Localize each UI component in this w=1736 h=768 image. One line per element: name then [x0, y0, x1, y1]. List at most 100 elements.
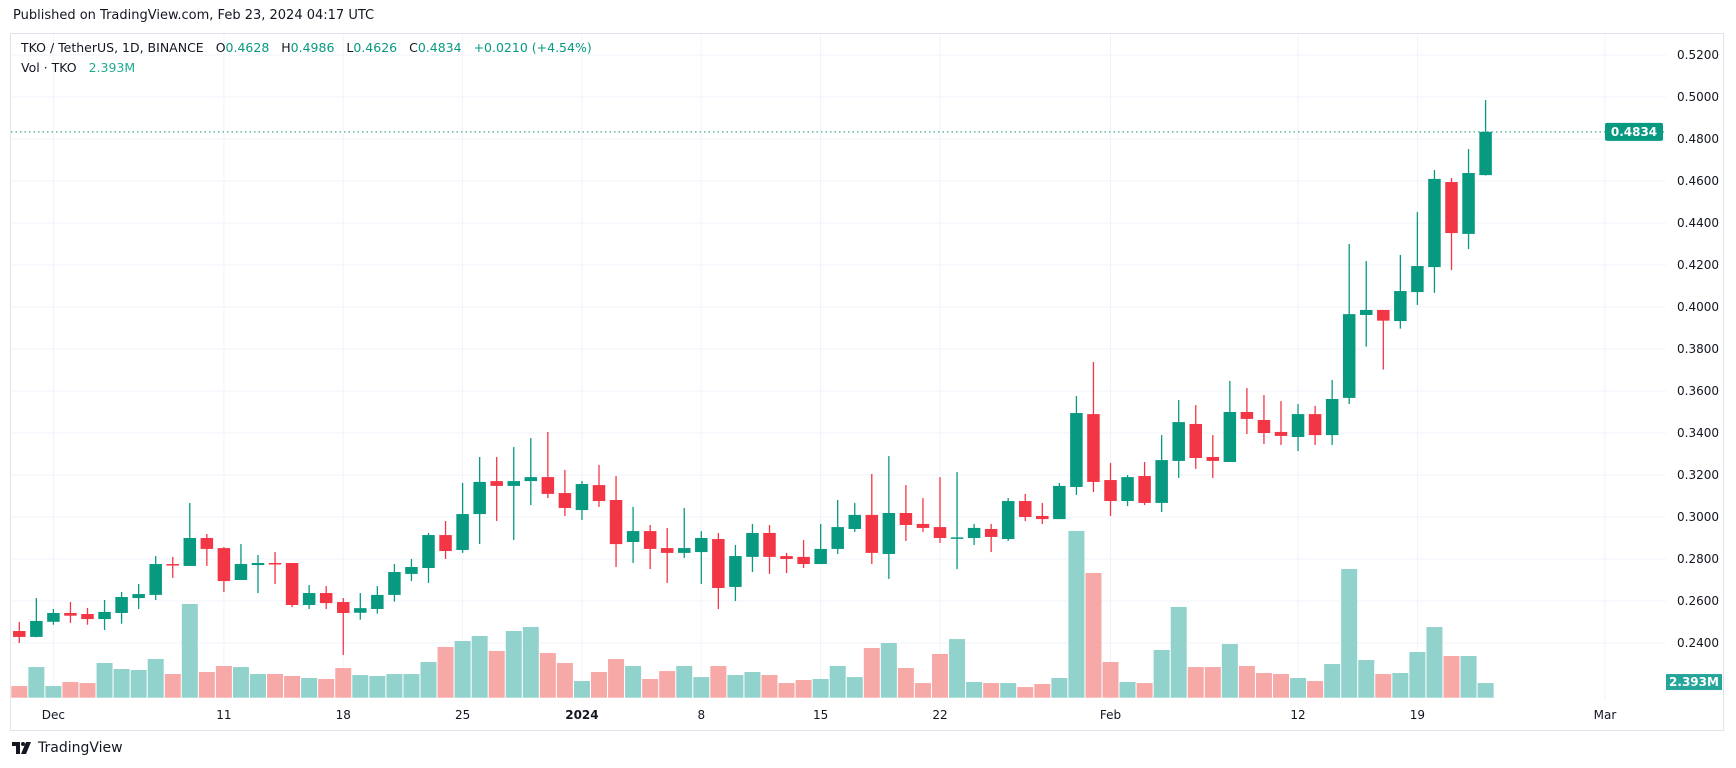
candle-body [473, 481, 486, 515]
volume-bar [761, 675, 778, 698]
price-axis-label: 0.3400 [1677, 426, 1719, 440]
volume-bar [420, 662, 437, 698]
time-axis-label: 19 [1410, 708, 1425, 722]
close-label: C [409, 40, 418, 55]
candle-body [490, 481, 503, 486]
volume-bar [250, 674, 266, 698]
volume-bar [164, 674, 181, 698]
time-axis-label: Feb [1100, 708, 1121, 722]
candle-body [1257, 419, 1271, 433]
candle-body [1104, 480, 1117, 502]
volume-bar [744, 672, 761, 698]
last-price-badge [1605, 122, 1663, 141]
candle-body [780, 556, 793, 559]
volume-bar [1443, 656, 1460, 698]
volume-bar [318, 679, 335, 698]
volume-bar [659, 671, 676, 698]
volume-bar [591, 672, 607, 698]
candle-body [814, 548, 827, 565]
candle-body [337, 602, 350, 613]
published-caption: Published on TradingView.com, Feb 23, 20… [13, 8, 375, 23]
volume-bar [369, 675, 386, 698]
price-axis-label: 0.4400 [1677, 216, 1719, 230]
volume-bar [1221, 644, 1238, 698]
candle-body [507, 481, 520, 486]
candle-body [388, 572, 401, 595]
candle-body [899, 513, 913, 525]
candle-body [763, 532, 776, 557]
time-axis-label: 12 [1290, 708, 1305, 722]
candle-body [285, 562, 299, 605]
candle-body [1138, 476, 1151, 503]
price-axis-label: 0.3600 [1677, 384, 1719, 398]
candle-body [1189, 423, 1202, 458]
candle-body [1462, 173, 1475, 234]
candle-body [30, 620, 43, 637]
candle-body [217, 548, 231, 582]
volume-bar [1307, 681, 1324, 698]
volume-bar [966, 682, 983, 698]
volume-bar [608, 659, 625, 698]
volume-bar [949, 639, 966, 698]
candle-body [609, 499, 623, 545]
symbol-label[interactable]: TKO / TetherUS, 1D, BINANCE [21, 40, 204, 55]
candle-body [1394, 291, 1407, 322]
price-axis-label: 0.4200 [1677, 258, 1719, 272]
volume-bar [284, 675, 301, 698]
candle-body [1172, 422, 1185, 461]
candle-body [166, 564, 179, 566]
candle-body [712, 539, 725, 588]
footer-brand-label: TradingView [38, 740, 123, 756]
price-axis-label: 0.4000 [1677, 300, 1719, 314]
volume-bar [1068, 530, 1085, 698]
candle-body [541, 477, 555, 494]
candle-body [439, 535, 452, 552]
volume-bar [198, 672, 215, 698]
candle-body [132, 594, 145, 599]
last-volume-label: 2.393M [1669, 675, 1719, 689]
volume-bar [1153, 650, 1170, 698]
volume-bar [28, 667, 45, 698]
candle-body [422, 535, 435, 569]
volume-bar [352, 675, 369, 698]
volume-bar [437, 647, 454, 698]
volume-bar [1170, 606, 1187, 698]
volume-bar [301, 678, 318, 698]
volume-bar [539, 653, 556, 698]
footer-brand[interactable]: TradingView [12, 740, 123, 756]
volume-label[interactable]: Vol · TKO [21, 60, 77, 75]
candle-body [1411, 266, 1424, 293]
volume-bar [676, 666, 693, 698]
time-axis-label: 15 [813, 708, 828, 722]
volume-bar [1034, 684, 1051, 698]
candle-body [1121, 477, 1134, 502]
candle-body [524, 477, 538, 482]
price-axis-label: 0.2600 [1677, 594, 1719, 608]
volume-bar [11, 686, 28, 698]
price-axis-label: 0.4600 [1677, 174, 1719, 188]
candle-body [1325, 398, 1339, 436]
time-axis-label: 2024 [565, 708, 598, 722]
volume-bar [1273, 674, 1289, 698]
volume-bar [1238, 666, 1255, 698]
volume-bar [1187, 667, 1204, 698]
volume-bar [62, 682, 79, 698]
open-value: 0.4628 [225, 40, 270, 55]
candle-body [729, 556, 742, 587]
price-axis-label: 0.3200 [1677, 468, 1719, 482]
candle-body [302, 593, 316, 605]
volume-bar [96, 663, 113, 698]
low-value: 0.4626 [353, 40, 398, 55]
candle-body [1206, 456, 1220, 461]
last-volume-badge [1666, 674, 1722, 691]
volume-bar [45, 686, 62, 698]
candle-body [1479, 131, 1492, 176]
candle-body [1223, 412, 1237, 462]
volume-bar [454, 640, 471, 698]
candle-body [1428, 178, 1441, 268]
candle-body [1087, 414, 1100, 482]
candle-body [1377, 309, 1390, 321]
volume-bar [267, 674, 284, 698]
volume-bar [1290, 678, 1307, 698]
